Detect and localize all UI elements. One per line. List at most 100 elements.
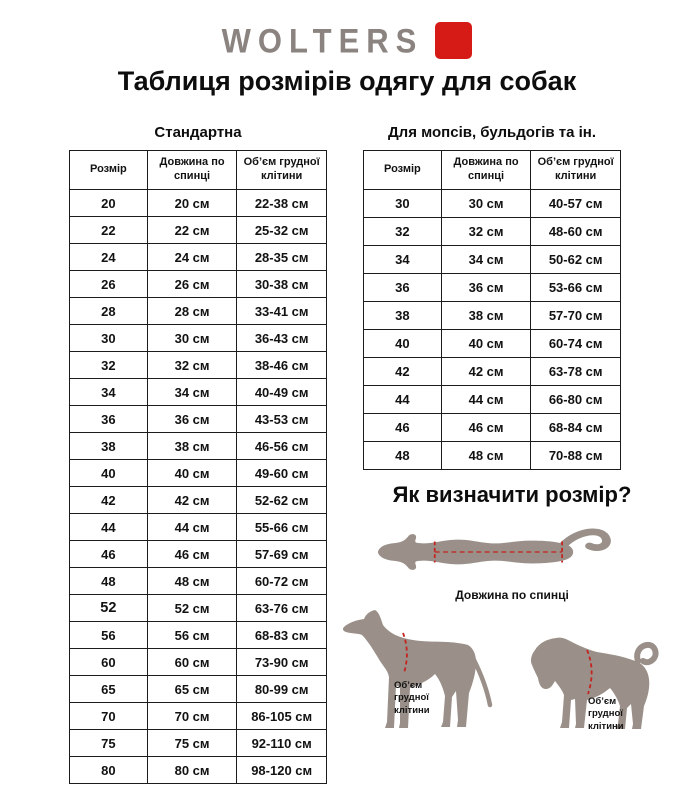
table-cell: 52 см: [146, 594, 238, 622]
table-cell: 32: [69, 351, 148, 379]
table-cell: 48: [363, 441, 442, 470]
col-header-back-length: Довжина по спинці: [146, 150, 238, 190]
table-cell: 44: [363, 385, 442, 414]
standard-size-section: Стандартна Розмір Довжина по спинці Об’є…: [69, 124, 327, 784]
standing-dog-silhouette: [342, 610, 476, 728]
brand-red-square-icon: [435, 22, 473, 59]
standing-dog-illustration: [342, 610, 493, 728]
table-row: 24 24 см 28-35 см: [69, 243, 327, 271]
back-length-label: Довжина по спинці: [455, 588, 569, 602]
table-cell: 44 см: [146, 513, 238, 541]
table-cell: 65 см: [146, 675, 238, 703]
table-cell: 22 см: [146, 216, 238, 244]
table-cell: 32: [363, 217, 442, 246]
size-table-standard: Розмір Довжина по спинці Об’єм грудної к…: [69, 150, 327, 784]
table-cell: 92-110 см: [236, 729, 327, 757]
table-row: 38 38 см 46-56 см: [69, 432, 327, 460]
table-cell: 40-57 см: [530, 189, 621, 218]
page-title: Таблиця розмірів одягу для собак: [117, 66, 577, 96]
table-cell: 34: [69, 378, 148, 406]
table-cell: 22: [69, 216, 148, 244]
table-cell: 40: [363, 329, 442, 358]
table-cell: 34: [363, 245, 442, 274]
table-cell: 46 см: [440, 413, 532, 442]
table-cell: 56: [69, 621, 148, 649]
table-cell: 80-99 см: [236, 675, 327, 703]
table-cell: 48: [69, 567, 148, 595]
table-cell: 60: [69, 648, 148, 676]
table-cell: 52-62 см: [236, 486, 327, 514]
table-row: 80 80 см 98-120 см: [69, 756, 327, 784]
table-cell: 70 см: [146, 702, 238, 730]
table-cell: 32 см: [146, 351, 238, 379]
table-cell: 57-70 см: [530, 301, 621, 330]
table-row: 36 36 см 43-53 см: [69, 405, 327, 433]
table-cell: 40-49 см: [236, 378, 327, 406]
table-cell: 36: [69, 405, 148, 433]
table-cell: 46: [69, 540, 148, 568]
size-table-flat-faced: Розмір Довжина по спинці Об’єм грудної к…: [363, 150, 621, 470]
col-header-size: Розмір: [363, 150, 442, 190]
table-cell: 30 см: [440, 189, 532, 218]
table-row: 46 46 см 57-69 см: [69, 540, 327, 568]
table-cell: 46 см: [146, 540, 238, 568]
table-header-row: Розмір Довжина по спинці Об’єм грудної к…: [69, 150, 327, 190]
table-cell: 53-66 см: [530, 273, 621, 302]
table-cell: 38 см: [146, 432, 238, 460]
table-cell: 36 см: [146, 405, 238, 433]
table-cell: 63-76 см: [236, 594, 327, 622]
table-row: 26 26 см 30-38 см: [69, 270, 327, 298]
table-row: 46 46 см 68-84 см: [363, 413, 621, 442]
table-cell: 98-120 см: [236, 756, 327, 784]
table-cell: 38: [363, 301, 442, 330]
table-cell: 46-56 см: [236, 432, 327, 460]
brand-logo: WOLTERS: [0, 22, 694, 59]
col-header-size: Розмір: [69, 150, 148, 190]
table-cell: 49-60 см: [236, 459, 327, 487]
table-row: 30 30 см 40-57 см: [363, 189, 621, 218]
table-cell: 48 см: [440, 441, 532, 470]
table-cell: 30 см: [146, 324, 238, 352]
table-cell: 52: [69, 594, 148, 622]
table-cell: 38 см: [440, 301, 532, 330]
table-row: 20 20 см 22-38 см: [69, 189, 327, 217]
table-cell: 56 см: [146, 621, 238, 649]
chest-girth-label-standing-dog: Об’єм грудної клітини: [394, 680, 430, 716]
table-cell: 24: [69, 243, 148, 271]
table-cell: 30: [363, 189, 442, 218]
col-header-chest-girth: Об’єм грудної клітини: [530, 150, 621, 190]
brand-wordmark: WOLTERS: [221, 20, 424, 61]
table-cell: 26 см: [146, 270, 238, 298]
flat-faced-table-subtitle: Для мопсів, бульдогів та ін.: [387, 124, 597, 141]
table-cell: 66-80 см: [530, 385, 621, 414]
table-cell: 28-35 см: [236, 243, 327, 271]
table-row: 48 48 см 70-88 см: [363, 441, 621, 470]
flat-faced-size-section: Для мопсів, бульдогів та ін. Розмір Довж…: [363, 124, 621, 470]
chest-measure-line: [402, 632, 408, 674]
table-row: 44 44 см 66-80 см: [363, 385, 621, 414]
table-cell: 42 см: [440, 357, 532, 386]
table-cell: 68-84 см: [530, 413, 621, 442]
table-cell: 86-105 см: [236, 702, 327, 730]
table-row: 38 38 см 57-70 см: [363, 301, 621, 330]
table-cell: 30-38 см: [236, 270, 327, 298]
table-cell: 28: [69, 297, 148, 325]
table-cell: 34 см: [440, 245, 532, 274]
table-cell: 44 см: [440, 385, 532, 414]
table-cell: 60-72 см: [236, 567, 327, 595]
table-row: 75 75 см 92-110 см: [69, 729, 327, 757]
table-cell: 73-90 см: [236, 648, 327, 676]
standard-table-subtitle: Стандартна: [154, 124, 242, 141]
guide-heading: Як визначити розмір?: [392, 482, 632, 507]
standing-dog-tail: [471, 657, 493, 708]
table-cell: 70-88 см: [530, 441, 621, 470]
table-cell: 55-66 см: [236, 513, 327, 541]
table-row: 52 52 см 63-76 см: [69, 594, 327, 622]
table-row: 36 36 см 53-66 см: [363, 273, 621, 302]
table-cell: 36 см: [440, 273, 532, 302]
table-row: 48 48 см 60-72 см: [69, 567, 327, 595]
table-cell: 42 см: [146, 486, 238, 514]
table-row: 40 40 см 49-60 см: [69, 459, 327, 487]
table-row: 34 34 см 40-49 см: [69, 378, 327, 406]
table-cell: 48-60 см: [530, 217, 621, 246]
